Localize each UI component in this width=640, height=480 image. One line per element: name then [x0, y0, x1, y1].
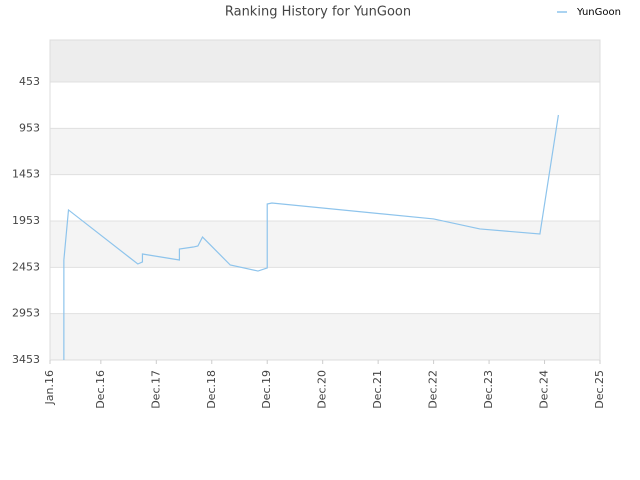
band [50, 81, 600, 129]
x-tick-label: Dec.25 [593, 370, 606, 409]
band [50, 313, 600, 360]
y-tick-label: 953 [19, 121, 40, 134]
x-tick-label: Dec.20 [316, 370, 329, 409]
band [50, 174, 600, 221]
y-tick-label: 1953 [12, 214, 40, 227]
x-tick-label: Dec.16 [94, 370, 107, 409]
y-tick-label: 3453 [12, 353, 40, 366]
y-tick-label: 2953 [12, 307, 40, 320]
x-tick-label: Dec.18 [205, 370, 218, 409]
x-tick-label: Dec.19 [260, 370, 273, 409]
x-tick-label: Jan.16 [43, 370, 56, 405]
y-tick-label: 453 [19, 75, 40, 88]
plot-border [49, 39, 601, 361]
legend-label: YunGoon [576, 7, 621, 18]
x-tick-label: Dec.21 [371, 370, 384, 409]
x-tick-label: Dec.23 [482, 370, 495, 409]
x-tick-label: Dec.17 [149, 370, 162, 409]
x-tick-label: Dec.22 [427, 370, 440, 409]
chart-title: Ranking History for YunGoon [225, 5, 411, 20]
x-tick-label: Dec.24 [538, 370, 551, 409]
band [50, 220, 600, 268]
band [50, 128, 600, 175]
data-line [63, 114, 559, 360]
band [50, 267, 600, 314]
band [50, 40, 600, 82]
y-tick-label: 2453 [12, 260, 40, 273]
y-tick-label: 1453 [12, 168, 40, 181]
